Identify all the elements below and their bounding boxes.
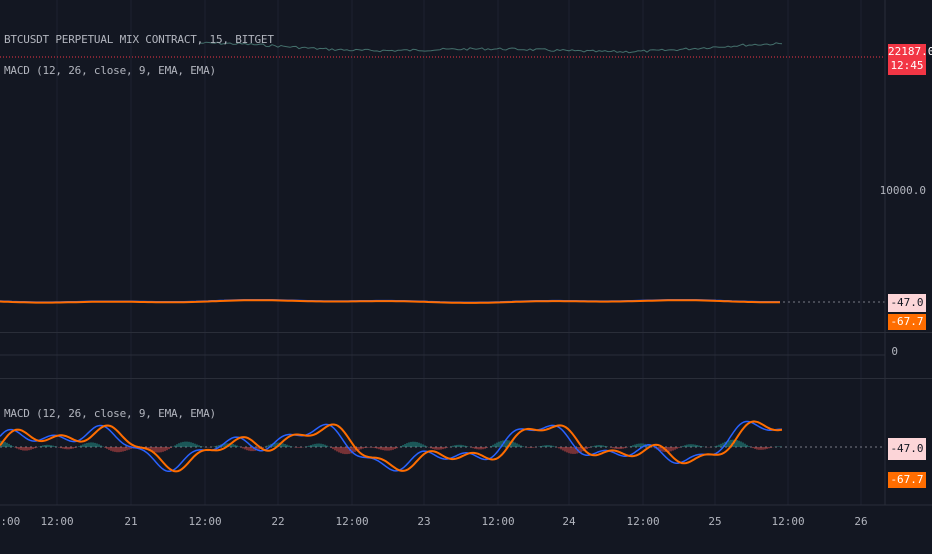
- time-tick-1: 12:00: [40, 515, 74, 528]
- time-tick-4: 22: [271, 515, 285, 528]
- pane-separator-bottom[interactable]: [0, 378, 932, 379]
- time-tick-10: 25: [708, 515, 722, 528]
- symbol-legend[interactable]: BTCUSDT PERPETUAL MIX CONTRACT, 15, BITG…: [4, 33, 274, 46]
- last-price-tag: 22187.0 12:45: [888, 44, 932, 75]
- macd-legend-main[interactable]: MACD (12, 26, close, 9, EMA, EMA): [4, 64, 216, 77]
- time-tick-11: 12:00: [771, 515, 805, 528]
- time-tick-2: 21: [124, 515, 138, 528]
- time-tick-9: 12:00: [626, 515, 660, 528]
- time-tick-7: 12:00: [481, 515, 515, 528]
- price-tick-10000: 10000.0: [879, 184, 926, 197]
- macd-value-tag-main: -47.0: [888, 294, 926, 312]
- macd-value-tag-lower: -47.0: [888, 438, 926, 460]
- time-tick-8: 24: [562, 515, 576, 528]
- price-series-line: [199, 41, 783, 54]
- signal-line-main: [0, 299, 780, 304]
- macd-legend-lower[interactable]: MACD (12, 26, close, 9, EMA, EMA): [4, 407, 216, 420]
- signal-value-tag-lower: -67.7: [888, 472, 926, 488]
- time-tick-5: 12:00: [335, 515, 369, 528]
- time-tick-12: 26: [854, 515, 868, 528]
- pane-separator-top[interactable]: [0, 332, 932, 333]
- signal-value-tag-main: -67.7: [888, 314, 926, 330]
- time-tick-3: 12:00: [188, 515, 222, 528]
- time-tick-0: 3:00: [0, 515, 21, 528]
- zero-tick: 0: [891, 345, 898, 358]
- last-price-value: 22187.0: [888, 45, 932, 58]
- countdown-value: 12:45: [890, 59, 924, 72]
- signal-line-lower: [0, 420, 783, 473]
- time-tick-6: 23: [417, 515, 431, 528]
